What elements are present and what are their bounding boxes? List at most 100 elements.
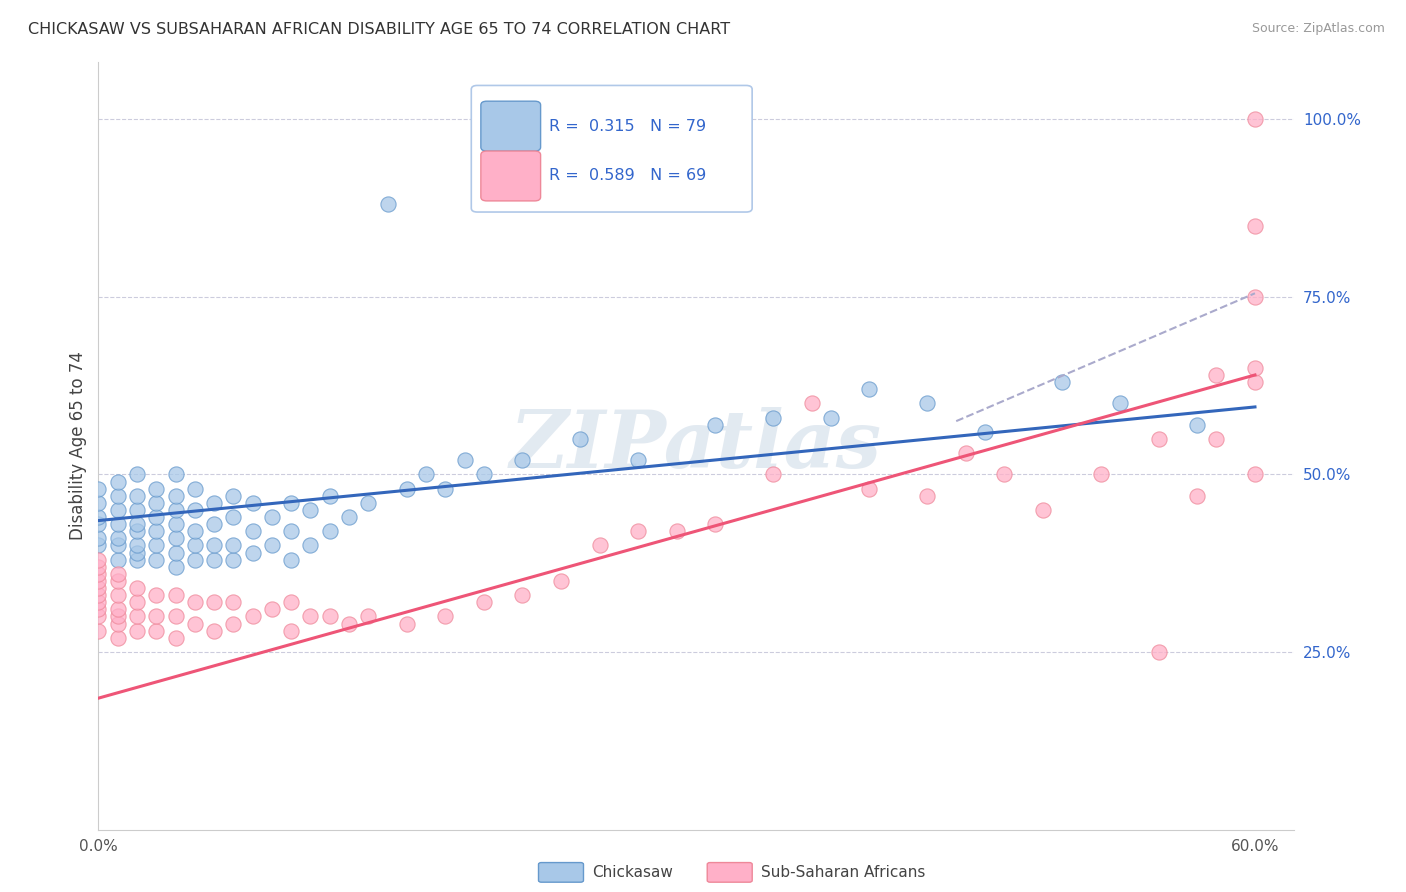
- Point: [319, 489, 342, 503]
- Point: [145, 609, 167, 624]
- Point: [1032, 503, 1054, 517]
- Point: [280, 552, 302, 566]
- Point: [145, 552, 167, 566]
- Point: [434, 482, 457, 496]
- Point: [184, 482, 207, 496]
- Point: [107, 552, 129, 566]
- Point: [242, 609, 264, 624]
- Point: [87, 532, 110, 546]
- Point: [762, 467, 785, 482]
- Point: [280, 524, 302, 539]
- Point: [202, 538, 225, 552]
- Point: [1050, 375, 1073, 389]
- Point: [125, 538, 148, 552]
- Point: [1244, 375, 1267, 389]
- Point: [107, 517, 129, 532]
- Point: [550, 574, 572, 588]
- Point: [588, 538, 610, 552]
- Point: [125, 489, 148, 503]
- Point: [242, 496, 264, 510]
- Point: [1244, 467, 1267, 482]
- Point: [107, 475, 129, 489]
- Point: [125, 467, 148, 482]
- Point: [107, 503, 129, 517]
- Point: [125, 503, 148, 517]
- Point: [357, 496, 380, 510]
- Point: [87, 566, 110, 581]
- Point: [184, 595, 207, 609]
- Point: [87, 482, 110, 496]
- Point: [87, 574, 110, 588]
- Point: [800, 396, 823, 410]
- Point: [145, 496, 167, 510]
- Point: [1205, 368, 1227, 382]
- Point: [145, 538, 167, 552]
- Point: [993, 467, 1015, 482]
- Point: [337, 616, 360, 631]
- Point: [280, 595, 302, 609]
- Point: [627, 524, 650, 539]
- Point: [974, 425, 997, 439]
- Point: [242, 545, 264, 559]
- Point: [202, 595, 225, 609]
- Point: [858, 382, 880, 396]
- Point: [107, 532, 129, 546]
- Point: [569, 432, 592, 446]
- Point: [87, 538, 110, 552]
- Point: [125, 595, 148, 609]
- Point: [453, 453, 475, 467]
- Point: [472, 467, 495, 482]
- Point: [1109, 396, 1132, 410]
- Point: [665, 524, 688, 539]
- Point: [704, 517, 727, 532]
- Point: [512, 453, 534, 467]
- Point: [222, 538, 245, 552]
- Point: [165, 588, 187, 602]
- Point: [125, 552, 148, 566]
- Text: Chickasaw: Chickasaw: [592, 865, 673, 880]
- Point: [260, 538, 283, 552]
- Point: [107, 574, 129, 588]
- Point: [165, 631, 187, 645]
- Point: [222, 552, 245, 566]
- Point: [165, 559, 187, 574]
- Text: ZIPatlas: ZIPatlas: [510, 408, 882, 484]
- Point: [472, 595, 495, 609]
- Y-axis label: Disability Age 65 to 74: Disability Age 65 to 74: [69, 351, 87, 541]
- Point: [319, 609, 342, 624]
- Point: [202, 624, 225, 638]
- Point: [87, 559, 110, 574]
- Point: [107, 538, 129, 552]
- Point: [202, 496, 225, 510]
- Text: R =  0.589   N = 69: R = 0.589 N = 69: [548, 169, 706, 184]
- Point: [1147, 645, 1170, 659]
- Point: [125, 609, 148, 624]
- Point: [145, 624, 167, 638]
- Point: [222, 616, 245, 631]
- Point: [107, 489, 129, 503]
- Point: [107, 588, 129, 602]
- Point: [165, 609, 187, 624]
- Point: [415, 467, 437, 482]
- Point: [1244, 290, 1267, 304]
- Point: [434, 609, 457, 624]
- Point: [337, 510, 360, 524]
- Point: [917, 396, 939, 410]
- Point: [165, 517, 187, 532]
- Point: [222, 510, 245, 524]
- Point: [260, 510, 283, 524]
- Point: [1185, 417, 1208, 432]
- Point: [87, 517, 110, 532]
- Text: Sub-Saharan Africans: Sub-Saharan Africans: [761, 865, 925, 880]
- Point: [87, 624, 110, 638]
- Point: [87, 581, 110, 595]
- Text: CHICKASAW VS SUBSAHARAN AFRICAN DISABILITY AGE 65 TO 74 CORRELATION CHART: CHICKASAW VS SUBSAHARAN AFRICAN DISABILI…: [28, 22, 730, 37]
- Point: [512, 588, 534, 602]
- Point: [299, 503, 322, 517]
- Point: [202, 552, 225, 566]
- Point: [107, 616, 129, 631]
- Point: [165, 503, 187, 517]
- Point: [87, 496, 110, 510]
- Point: [260, 602, 283, 616]
- Point: [319, 524, 342, 539]
